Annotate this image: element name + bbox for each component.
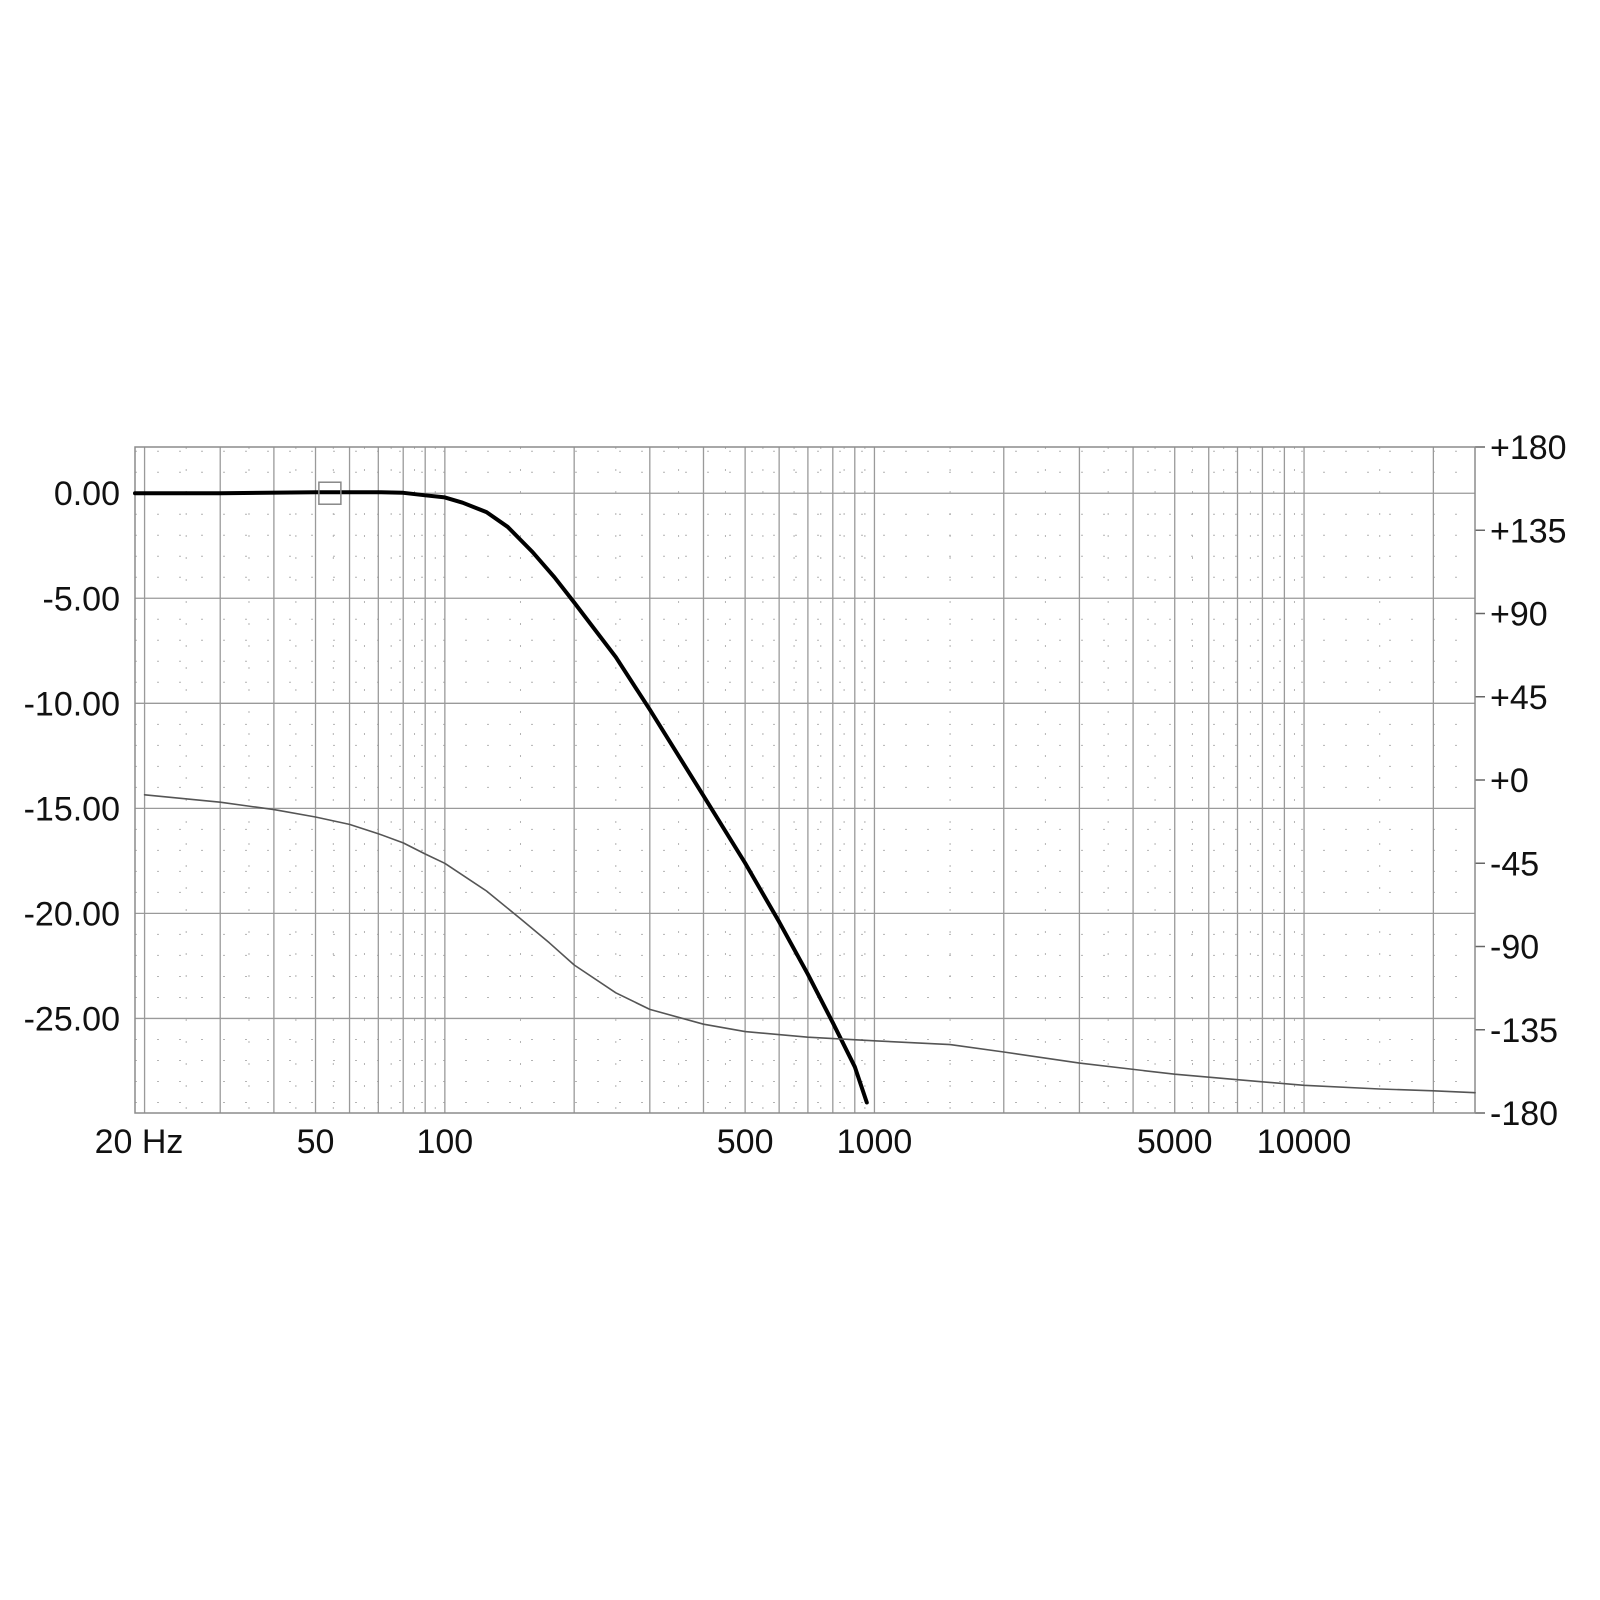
- y2-tick-label: -90: [1490, 929, 1539, 967]
- y2-tick-label: +0: [1490, 762, 1529, 800]
- y2-tick-label: +180: [1490, 429, 1567, 467]
- major-grid: [135, 446, 1485, 1114]
- x-tick-label: 10000: [1257, 1123, 1352, 1161]
- y2-tick-label: +45: [1490, 679, 1548, 717]
- x-axis-tick-labels: 20 Hz 50 100 500 1000 5000 10000: [95, 1123, 1352, 1161]
- series-layer: [133, 490, 1476, 1105]
- y-axis-left-tick-labels: 0.00 -5.00 -10.00 -15.00 -20.00 -25.00: [24, 475, 120, 1038]
- x-tick-label: 5000: [1137, 1123, 1213, 1161]
- annotation-layer: [318, 481, 342, 505]
- y-tick-label: -5.00: [43, 580, 121, 618]
- y2-tick-label: +135: [1490, 512, 1567, 550]
- x-tick-label: 1000: [837, 1123, 913, 1161]
- y-tick-label: -25.00: [24, 1000, 120, 1038]
- marker-box[interactable]: [318, 481, 342, 505]
- y2-tick-label: -135: [1490, 1012, 1558, 1050]
- y2-tick-label: -45: [1490, 845, 1539, 883]
- x-tick-label: 100: [416, 1123, 473, 1161]
- y-tick-label: -15.00: [24, 790, 120, 828]
- x-tick-label: 20 Hz: [95, 1123, 184, 1161]
- y2-tick-label: -180: [1490, 1095, 1558, 1133]
- minor-grid: [135, 447, 1475, 1113]
- y-axis-right-tick-labels: +180 +135 +90 +45 +0 -45 -90 -135 -180: [1490, 429, 1567, 1133]
- y-tick-label: -20.00: [24, 895, 120, 933]
- y-tick-label: -10.00: [24, 685, 120, 723]
- x-tick-label: 500: [717, 1123, 774, 1161]
- y2-tick-label: +90: [1490, 596, 1548, 634]
- x-tick-label: 50: [297, 1123, 335, 1161]
- magnitude-curve: [133, 490, 869, 1105]
- y-tick-label: 0.00: [54, 475, 120, 513]
- phase-curve: [143, 794, 1476, 1094]
- plot-frame: [134, 446, 1476, 1114]
